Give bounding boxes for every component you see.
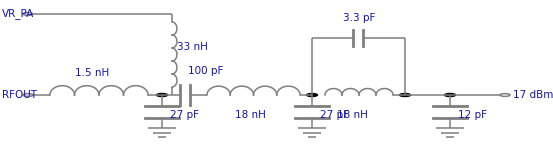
Text: 17 dBm: 17 dBm: [513, 90, 553, 100]
Circle shape: [445, 93, 456, 96]
Text: 18 nH: 18 nH: [337, 110, 368, 120]
Text: 33 nH: 33 nH: [177, 42, 208, 52]
Text: 27 pF: 27 pF: [170, 110, 199, 120]
Text: 3.3 pF: 3.3 pF: [343, 13, 375, 23]
Text: VR_PA: VR_PA: [2, 9, 34, 19]
Text: 12 pF: 12 pF: [458, 110, 487, 120]
Circle shape: [306, 93, 317, 96]
Circle shape: [156, 93, 168, 96]
Text: RFOUT: RFOUT: [2, 90, 37, 100]
Text: 18 nH: 18 nH: [235, 110, 266, 120]
Text: 100 pF: 100 pF: [188, 66, 223, 76]
Text: 27 pF: 27 pF: [320, 110, 349, 120]
Text: 1.5 nH: 1.5 nH: [75, 68, 109, 78]
Circle shape: [399, 93, 410, 96]
